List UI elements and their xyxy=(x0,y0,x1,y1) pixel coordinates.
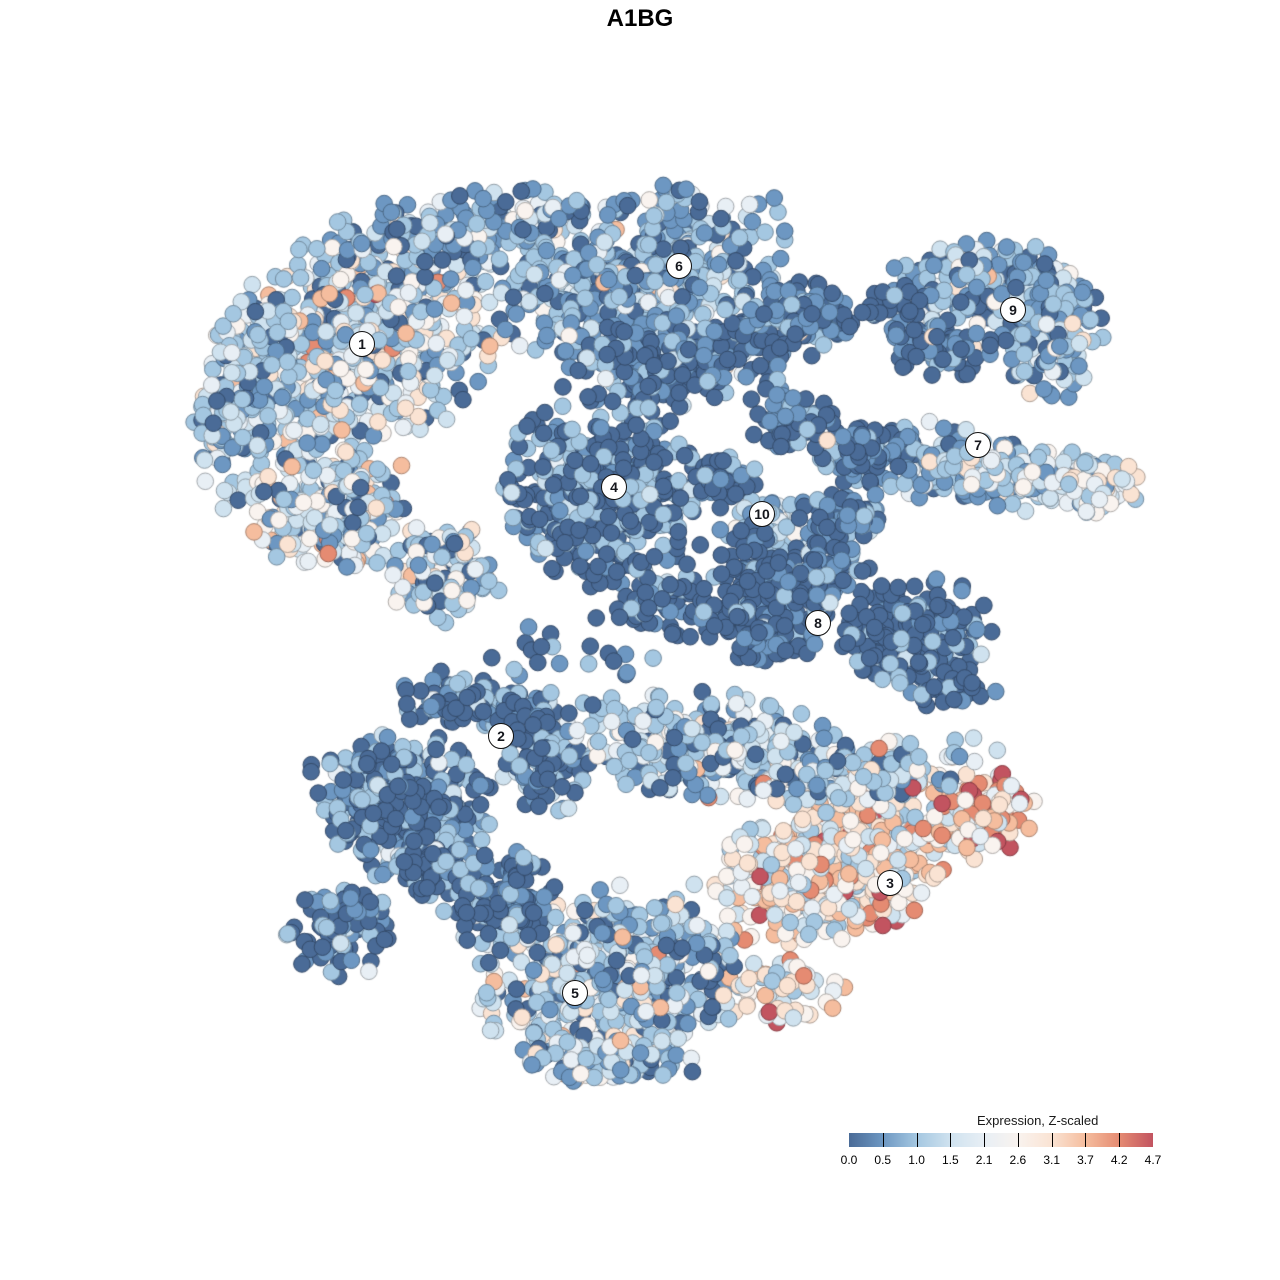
cluster-label-6: 6 xyxy=(666,253,692,279)
cluster-label-1: 1 xyxy=(349,331,375,357)
cluster-label-9: 9 xyxy=(1000,297,1026,323)
cluster-label-2: 2 xyxy=(488,723,514,749)
cluster-label-3: 3 xyxy=(877,870,903,896)
cluster-label-10: 10 xyxy=(749,501,775,527)
plot-title: A1BG xyxy=(606,5,674,32)
cluster-label-7: 7 xyxy=(965,432,991,458)
cluster-label-5: 5 xyxy=(562,980,588,1006)
cluster-label-8: 8 xyxy=(805,610,831,636)
cluster-label-4: 4 xyxy=(601,474,627,500)
